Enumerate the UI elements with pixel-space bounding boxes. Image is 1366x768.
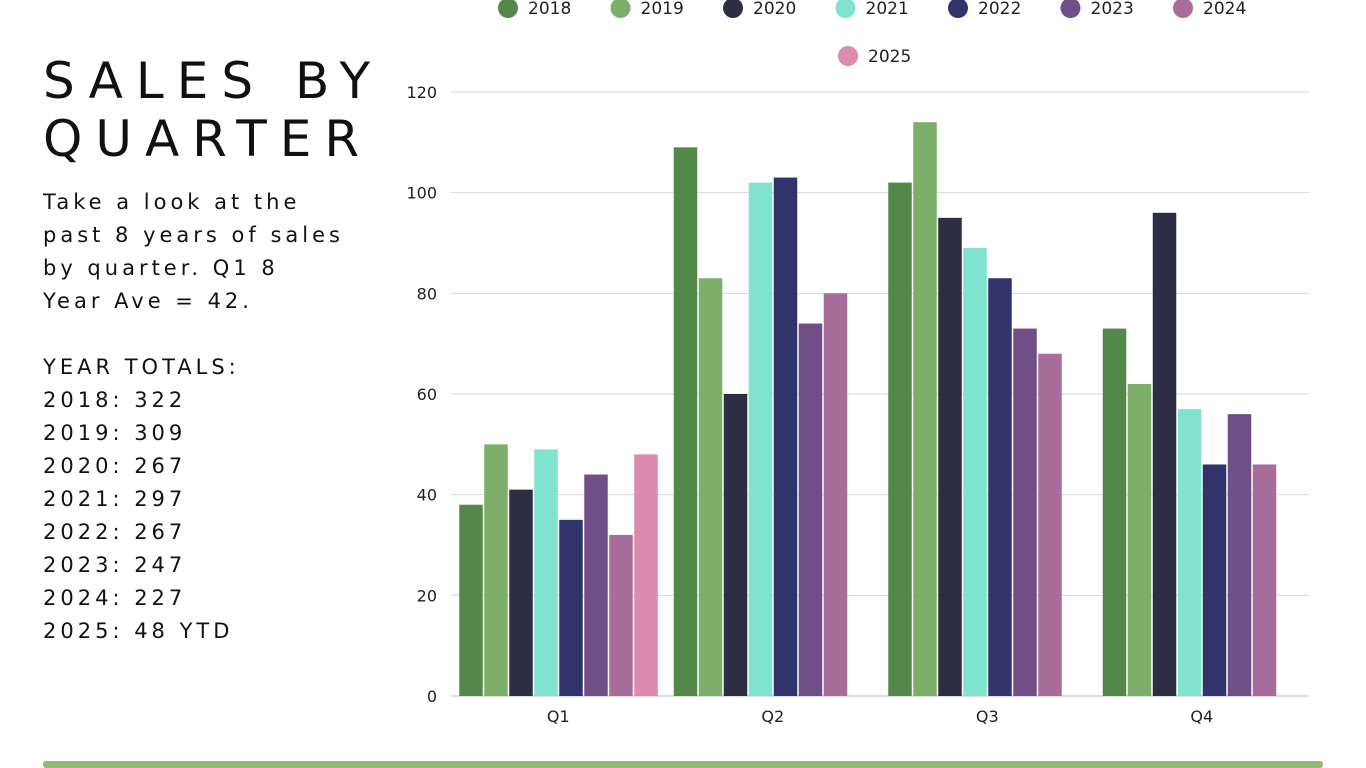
- x-tick-label: Q4: [1190, 707, 1213, 726]
- x-tick-label: Q2: [761, 707, 784, 726]
- legend-swatch-2018: [498, 0, 518, 18]
- year-total-item: 2025: 48 YTD: [43, 619, 234, 643]
- bar-2020-q2: [723, 394, 748, 696]
- bar-2020-q3: [938, 217, 962, 697]
- bar-2021-q3: [963, 248, 987, 697]
- legend-label-2020: 2020: [753, 0, 796, 19]
- legend-swatch-2023: [1060, 0, 1081, 18]
- description-line: past 8 years of sales: [43, 223, 344, 247]
- bar-2023-q2: [798, 323, 823, 696]
- year-total-item: 2022: 267: [43, 520, 187, 544]
- title-line-2: QUARTER: [43, 110, 373, 168]
- bar-2019-q3: [913, 122, 937, 696]
- bar-2024-q1: [609, 534, 633, 696]
- legend-swatch-2022: [948, 0, 968, 18]
- legend-swatch-2021: [835, 0, 856, 18]
- bar-2021-q1: [534, 449, 558, 696]
- y-tick-label: 0: [427, 687, 437, 706]
- bar-2022-q2: [773, 177, 798, 697]
- legend-swatch-2020: [723, 0, 743, 18]
- x-tick-label: Q3: [976, 707, 999, 726]
- description-line: Take a look at the: [43, 190, 301, 214]
- year-total-item: 2024: 227: [43, 586, 187, 610]
- bar-2021-q2: [748, 182, 773, 697]
- y-tick-label: 80: [417, 284, 437, 303]
- bar-2019-q1: [484, 444, 508, 696]
- accent-rule: [43, 761, 1323, 768]
- year-totals-heading: YEAR TOTALS:: [43, 355, 240, 379]
- bar-2018-q2: [673, 147, 698, 696]
- year-totals: YEAR TOTALS: 2018: 322 2019: 309 2020: 2…: [43, 351, 373, 648]
- legend-swatch-2024: [1173, 0, 1193, 18]
- year-total-item: 2020: 267: [43, 454, 187, 478]
- bar-2021-q4: [1177, 409, 1202, 696]
- legend-label-2022: 2022: [978, 0, 1021, 19]
- title-line-1: SALES BY: [43, 52, 384, 110]
- y-tick-label: 100: [406, 184, 437, 203]
- bar-2019-q4: [1127, 383, 1152, 696]
- description: Take a look at the past 8 years of sales…: [43, 186, 373, 318]
- y-tick-label: 60: [417, 385, 437, 404]
- bar-2022-q3: [988, 278, 1012, 696]
- y-tick-label: 40: [417, 486, 437, 505]
- legend-label-2019: 2019: [641, 0, 684, 19]
- legend-label-2025: 2025: [868, 47, 911, 67]
- legend-label-2021: 2021: [866, 0, 909, 19]
- bar-2024-q3: [1038, 353, 1062, 696]
- legend-label-2024: 2024: [1203, 0, 1246, 19]
- bar-2024-q2: [823, 293, 848, 696]
- year-total-item: 2023: 247: [43, 553, 187, 577]
- bar-2023-q1: [584, 474, 608, 696]
- y-tick-label: 120: [406, 83, 437, 102]
- description-line: Year Ave = 42.: [43, 289, 253, 313]
- bar-2024-q4: [1252, 464, 1277, 696]
- year-total-item: 2021: 297: [43, 487, 187, 511]
- bar-2018-q3: [888, 182, 912, 697]
- legend-swatch-2025: [838, 46, 858, 66]
- legend-label-2023: 2023: [1091, 0, 1134, 19]
- bar-2022-q4: [1202, 464, 1227, 696]
- year-total-item: 2019: 309: [43, 421, 187, 445]
- bar-2020-q1: [509, 489, 533, 696]
- year-total-item: 2018: 322: [43, 388, 187, 412]
- bar-2022-q1: [559, 519, 583, 696]
- page-title: SALES BY QUARTER: [43, 52, 383, 168]
- bar-2023-q4: [1227, 414, 1252, 696]
- y-tick-label: 20: [417, 586, 437, 605]
- bar-2020-q4: [1152, 212, 1177, 697]
- bar-2018-q1: [459, 504, 483, 696]
- bar-2019-q2: [698, 278, 723, 696]
- legend-swatch-2019: [610, 0, 631, 18]
- legend-label-2018: 2018: [528, 0, 571, 19]
- bar-2018-q4: [1102, 328, 1127, 696]
- bar-2023-q3: [1013, 328, 1037, 696]
- description-line: by quarter. Q1 8: [43, 256, 279, 280]
- x-tick-label: Q1: [547, 707, 570, 726]
- bar-2025-q1: [634, 454, 658, 696]
